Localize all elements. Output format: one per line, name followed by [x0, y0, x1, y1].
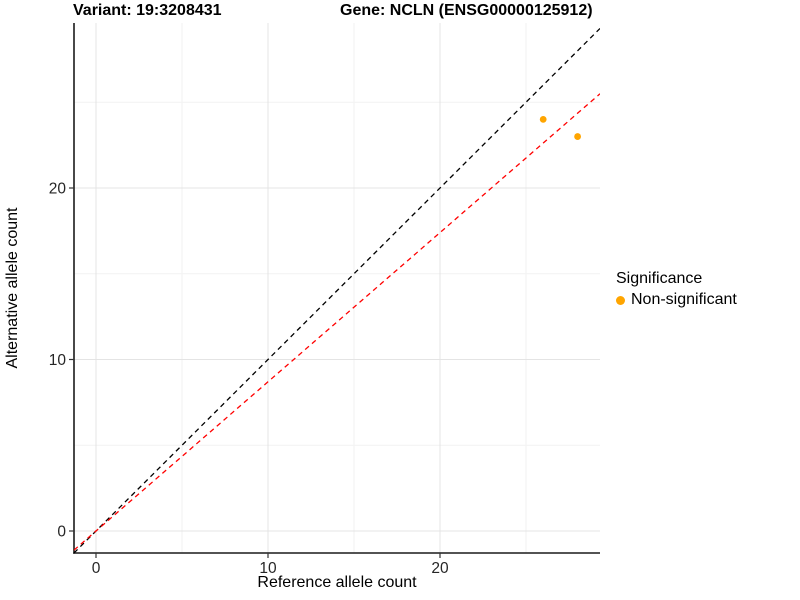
- legend: Significance Non-significant: [616, 269, 737, 309]
- y-axis-title: Alternative allele count: [4, 207, 21, 369]
- svg-text:0: 0: [57, 524, 66, 541]
- svg-text:10: 10: [49, 352, 67, 369]
- plot-title-gene: Gene: NCLN (ENSG00000125912): [340, 2, 593, 19]
- svg-text:20: 20: [431, 560, 449, 577]
- svg-text:0: 0: [92, 560, 101, 577]
- plot-title-variant: Variant: 19:3208431: [73, 2, 222, 19]
- svg-text:20: 20: [49, 181, 67, 198]
- svg-text:10: 10: [259, 560, 277, 577]
- legend-title: Significance: [616, 270, 703, 287]
- legend-entry-label: Non-significant: [631, 291, 737, 308]
- legend-point-marker-icon: [616, 295, 625, 305]
- legend-entry: Non-significant: [616, 291, 737, 309]
- x-axis-title: Reference allele count: [257, 574, 417, 591]
